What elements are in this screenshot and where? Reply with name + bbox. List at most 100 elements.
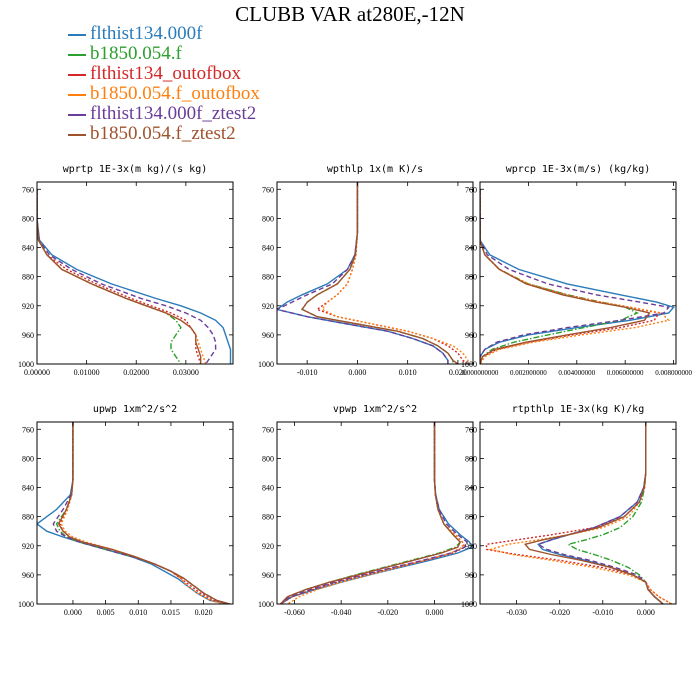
series-line	[37, 422, 230, 604]
y-tick-label: 840	[262, 484, 274, 493]
x-tick-label: 0.00000	[24, 368, 50, 377]
series-line	[37, 189, 207, 364]
y-tick-label: 920	[465, 302, 477, 311]
x-tick-label: 0.03000	[173, 368, 199, 377]
x-tick-label: -0.020	[377, 608, 398, 617]
y-tick-label: 760	[22, 425, 34, 434]
y-tick-label: 960	[262, 331, 274, 340]
chart-panel: wprtp 1E-3x(m kg)/(s kg) 760 800 840 880 920 9…	[18, 164, 234, 377]
y-tick-label: 800	[22, 454, 34, 463]
series-line	[301, 182, 454, 364]
plot-frame	[479, 181, 677, 365]
series-line	[57, 422, 230, 604]
y-tick-label: 800	[262, 454, 274, 463]
legend-label: flthist134_outofbox	[90, 63, 241, 84]
y-tick-label: 840	[22, 484, 34, 493]
y-tick-label: 1000	[461, 360, 477, 369]
y-tick-label: 1000	[18, 360, 34, 369]
series-line	[566, 422, 664, 604]
x-tick-label: 0.02000	[123, 368, 149, 377]
page-title: CLUBB VAR at280E,-12N	[235, 2, 465, 26]
series-line	[480, 189, 651, 364]
series-line	[488, 422, 673, 604]
chart-title: vpwp 1xm^2/s^2	[333, 404, 417, 415]
series-line	[59, 422, 230, 604]
chart-title: wprtp 1E-3x(m kg)/(s kg)	[63, 164, 208, 175]
y-tick-label: 960	[22, 331, 34, 340]
x-tick-label: 0.002000000	[510, 369, 547, 377]
y-tick-label: 920	[465, 542, 477, 551]
series-line	[37, 189, 217, 364]
y-tick-label: 840	[22, 244, 34, 253]
series-line	[315, 182, 469, 364]
y-tick-label: 760	[465, 425, 477, 434]
y-tick-label: 960	[262, 571, 274, 580]
plot-frame	[36, 421, 234, 605]
x-tick-label: -0.030	[506, 608, 527, 617]
y-tick-label: 960	[465, 331, 477, 340]
series-line	[279, 422, 462, 604]
legend-label: b1850.054.f_outofbox	[90, 83, 260, 104]
legend-label: flthist134.000f_ztest2	[90, 103, 257, 124]
plot-frame	[36, 181, 234, 365]
plot-frame	[276, 181, 474, 365]
legend-swatch	[68, 54, 86, 56]
series-line	[480, 189, 671, 364]
y-tick-label: 760	[22, 185, 34, 194]
series-line	[485, 422, 673, 604]
y-tick-label: 1000	[258, 600, 274, 609]
series-line	[55, 422, 230, 604]
x-tick-label: -0.010	[297, 368, 318, 377]
series-line	[480, 189, 671, 364]
series-line	[280, 422, 469, 604]
x-tick-label: 0.000000000	[462, 369, 499, 377]
x-tick-label: 0.010	[399, 368, 417, 377]
x-tick-label: 0.010	[129, 608, 147, 617]
legend-label: flthist134.000f	[90, 23, 203, 44]
series-line	[277, 182, 449, 364]
series-line	[480, 189, 675, 364]
y-tick-label: 960	[22, 571, 34, 580]
x-tick-label: 0.020	[195, 608, 213, 617]
y-tick-label: 840	[465, 244, 477, 253]
x-tick-label: -0.010	[592, 608, 613, 617]
x-tick-label: 0.005	[97, 608, 115, 617]
x-tick-label: 0.000	[348, 368, 366, 377]
x-tick-label: 0.000	[64, 608, 82, 617]
y-tick-label: 1000	[258, 360, 274, 369]
chart-title: upwp 1xm^2/s^2	[93, 404, 177, 415]
x-tick-label: 0.000	[637, 608, 655, 617]
y-tick-label: 800	[262, 214, 274, 223]
y-tick-label: 960	[465, 571, 477, 580]
y-tick-label: 880	[465, 273, 477, 282]
legend-label: b1850.054.f_ztest2	[90, 123, 236, 144]
series-line	[480, 189, 661, 364]
y-tick-label: 920	[262, 302, 274, 311]
series-line	[52, 422, 230, 604]
legend-swatch	[68, 134, 86, 136]
series-line	[280, 422, 473, 604]
y-tick-label: 880	[262, 273, 274, 282]
chart-panel: wprcp 1E-3x(m/s) (kg/kg) 760 800 840 880 920 9…	[461, 164, 692, 377]
y-tick-label: 760	[262, 425, 274, 434]
y-tick-label: 920	[22, 542, 34, 551]
y-tick-label: 920	[262, 542, 274, 551]
x-tick-label: 0.015	[162, 608, 180, 617]
chart-panel: rtpthlp 1E-3x(kg K)/kg 760 800 840 880 920 960…	[461, 404, 677, 617]
y-tick-label: 1000	[461, 600, 477, 609]
x-tick-label: -0.020	[549, 608, 570, 617]
y-tick-label: 880	[262, 513, 274, 522]
chart-panel: wpthlp 1x(m K)/s 760 800 840 880 920 960 1000 -0…	[258, 164, 474, 377]
x-tick-label: -0.060	[284, 608, 305, 617]
y-tick-label: 880	[22, 513, 34, 522]
x-tick-label: 0.008000000	[655, 369, 692, 377]
y-tick-label: 760	[465, 185, 477, 194]
y-tick-label: 760	[262, 185, 274, 194]
y-tick-label: 800	[465, 214, 477, 223]
series-line	[280, 422, 466, 604]
series-line	[277, 182, 449, 364]
legend-label: b1850.054.f	[90, 43, 182, 64]
chart-panel: upwp 1xm^2/s^2 760 800 840 880 920 960 1000 0.00…	[18, 404, 234, 617]
x-tick-label: 0.006000000	[607, 369, 644, 377]
